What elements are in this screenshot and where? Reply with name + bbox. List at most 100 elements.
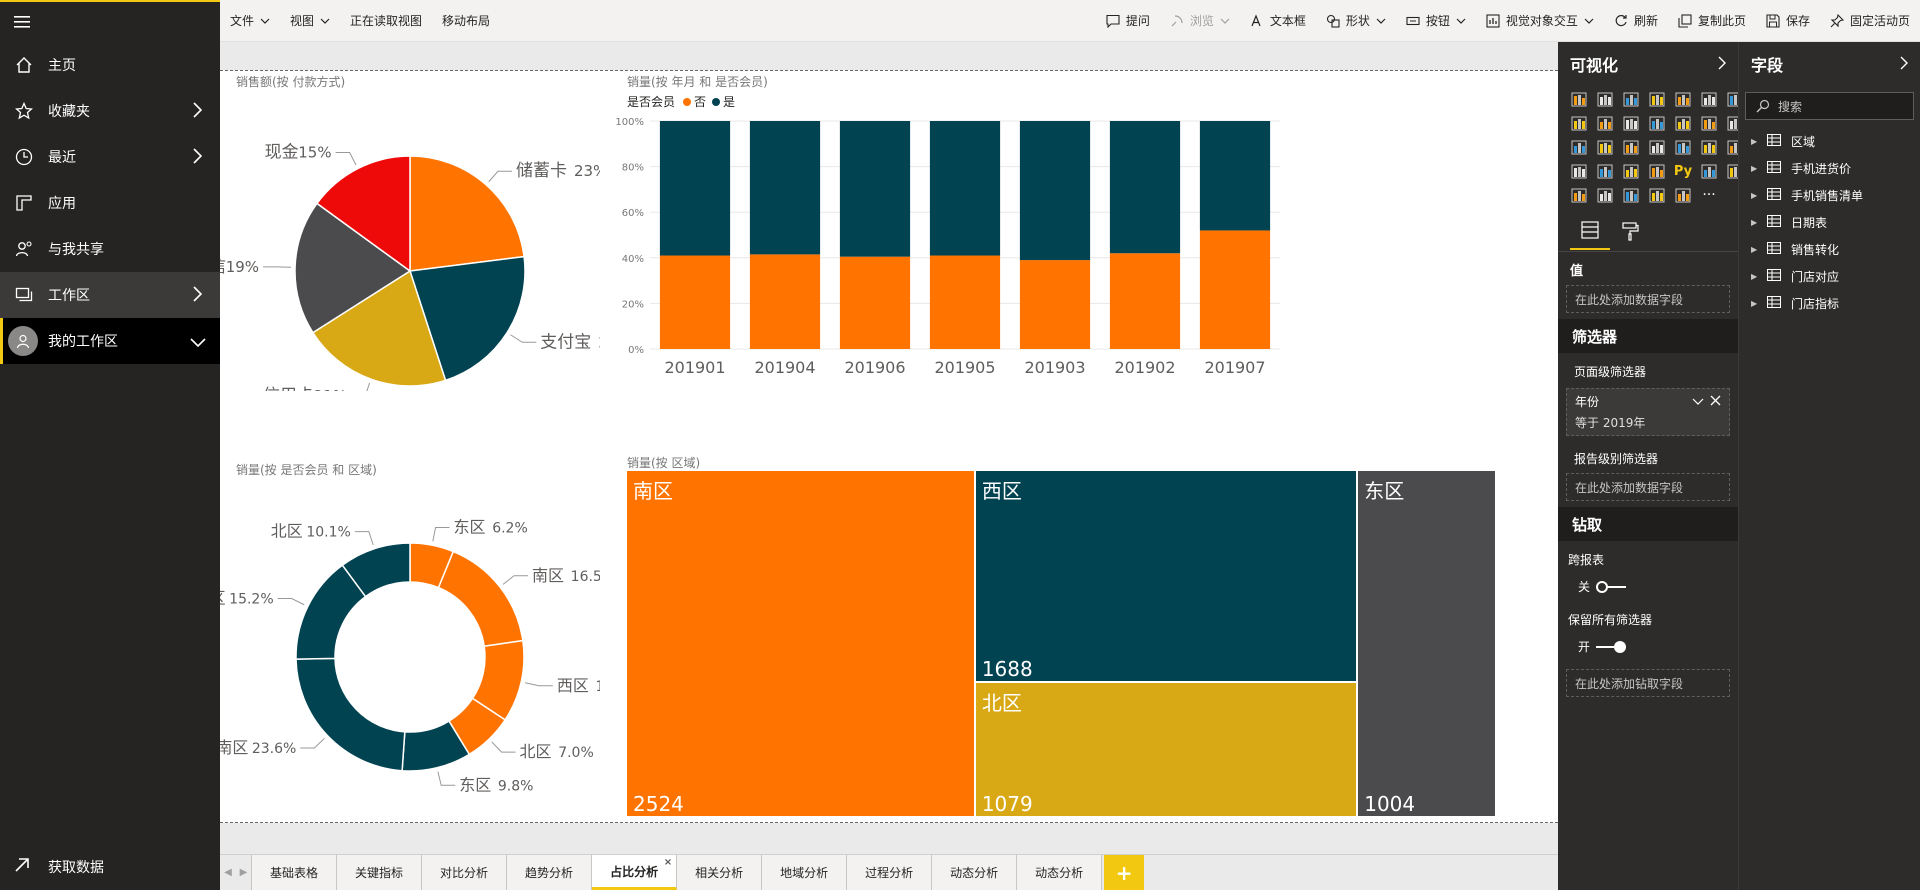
viz-pie-icon[interactable]: [1568, 136, 1590, 158]
viz-area-icon[interactable]: [1568, 112, 1590, 134]
textbox-button[interactable]: 文本框: [1240, 0, 1316, 42]
donut-chart-member-region[interactable]: 东区6.2%南区16.5%西区11.6%北区7.0%东区9.8%南区23.6%西…: [220, 479, 600, 799]
viz-r-visual-icon[interactable]: [1568, 184, 1590, 206]
close-tab-icon[interactable]: ×: [663, 857, 673, 868]
page-tab-1[interactable]: 关键指标: [337, 855, 423, 890]
viz-treemap-icon[interactable]: [1620, 136, 1642, 158]
viz-cloud-icon[interactable]: [1646, 184, 1668, 206]
viz-slicer-icon[interactable]: [1646, 160, 1668, 182]
buttons-button[interactable]: 按钮: [1396, 0, 1476, 42]
visual-interactions-button[interactable]: 视觉对象交互: [1476, 0, 1604, 42]
save-button[interactable]: 保存: [1756, 0, 1820, 42]
bar-segment-1[interactable]: [1019, 121, 1091, 261]
expand-arrow-icon[interactable]: ▶: [1751, 164, 1758, 173]
bar-segment-0[interactable]: [749, 254, 821, 349]
page-tab-8[interactable]: 动态分析: [932, 855, 1018, 890]
field-table-1[interactable]: ▶ 手机进货价: [1739, 155, 1920, 182]
bar-segment-1[interactable]: [749, 121, 821, 255]
page-tab-5[interactable]: 相关分析: [677, 855, 763, 890]
cross-report-toggle[interactable]: 关: [1558, 572, 1738, 601]
viz-line-column-icon[interactable]: [1620, 112, 1642, 134]
page-tab-9[interactable]: 动态分析: [1017, 855, 1103, 890]
viz-table-icon[interactable]: [1698, 160, 1720, 182]
viz-map-icon[interactable]: [1646, 136, 1668, 158]
viz-clustered-bar-icon[interactable]: [1620, 88, 1642, 110]
bar-segment-0[interactable]: [1109, 253, 1181, 349]
viz-stacked-area-icon[interactable]: [1594, 112, 1616, 134]
page-tab-6[interactable]: 地域分析: [762, 855, 848, 890]
mobile-layout-button[interactable]: 移动布局: [432, 0, 500, 42]
nav-item-shared[interactable]: 与我共享: [0, 226, 220, 272]
bar-segment-1[interactable]: [929, 121, 1001, 256]
page-tab-7[interactable]: 过程分析: [847, 855, 933, 890]
view-menu[interactable]: 视图: [280, 0, 340, 42]
filter-card-year[interactable]: 年份 等于 2019年: [1566, 388, 1730, 436]
hamburger-menu-button[interactable]: [0, 0, 220, 42]
drillthrough-drop-zone[interactable]: 在此处添加钻取字段: [1566, 669, 1730, 697]
viz-filled-map-icon[interactable]: [1672, 136, 1694, 158]
chevron-right-icon[interactable]: [1718, 55, 1726, 74]
treemap-tile-3[interactable]: 东区 1004: [1358, 471, 1495, 816]
expand-arrow-icon[interactable]: ▶: [1751, 299, 1758, 308]
viz-python-icon[interactable]: Py: [1673, 163, 1693, 179]
bar-segment-0[interactable]: [929, 255, 1001, 349]
file-menu[interactable]: 文件: [220, 0, 280, 42]
field-table-3[interactable]: ▶ 日期表: [1739, 209, 1920, 236]
bar-segment-1[interactable]: [839, 121, 911, 257]
viz-kpi-icon[interactable]: [1620, 160, 1642, 182]
slice-4[interactable]: [315, 155, 411, 273]
viz-100-bar-icon[interactable]: [1672, 88, 1694, 110]
slice-1[interactable]: [409, 255, 526, 382]
ask-question-button[interactable]: 提问: [1096, 0, 1160, 42]
refresh-button[interactable]: 刷新: [1604, 0, 1668, 42]
legend-yes[interactable]: 是: [723, 95, 736, 109]
bar-segment-0[interactable]: [1199, 230, 1271, 349]
treemap-tile-0[interactable]: 南区 2524: [627, 471, 974, 816]
viz-stacked-bar-icon[interactable]: [1568, 88, 1590, 110]
field-table-5[interactable]: ▶ 门店对应: [1739, 263, 1920, 290]
slice-0[interactable]: [409, 155, 525, 272]
expand-arrow-icon[interactable]: ▶: [1751, 191, 1758, 200]
pin-live-page-button[interactable]: 固定活动页: [1820, 0, 1920, 42]
duplicate-page-button[interactable]: 复制此页: [1668, 0, 1756, 42]
bar-segment-1[interactable]: [1109, 121, 1181, 254]
expand-arrow-icon[interactable]: ▶: [1751, 137, 1758, 146]
viz-waterfall-icon[interactable]: [1698, 112, 1720, 134]
values-drop-zone[interactable]: 在此处添加数据字段: [1566, 285, 1730, 313]
field-table-0[interactable]: ▶ 区域: [1739, 128, 1920, 155]
slice-1[interactable]: [437, 550, 524, 648]
nav-item-my-workspace[interactable]: 我的工作区: [0, 318, 220, 364]
nav-item-favorites[interactable]: 收藏夹: [0, 88, 220, 134]
viz-text-filter-icon[interactable]: [1672, 184, 1694, 206]
add-page-button[interactable]: +: [1104, 855, 1145, 890]
nav-item-home[interactable]: 主页: [0, 42, 220, 88]
treemap-tile-2[interactable]: 北区 1079: [975, 682, 1357, 816]
chevron-right-icon[interactable]: [1900, 55, 1908, 74]
shapes-button[interactable]: 形状: [1316, 0, 1396, 42]
report-filters-drop-zone[interactable]: 在此处添加数据字段: [1566, 473, 1730, 501]
fields-search-input[interactable]: 搜索: [1745, 92, 1914, 120]
expand-arrow-icon[interactable]: ▶: [1751, 245, 1758, 254]
close-icon[interactable]: [1710, 395, 1721, 409]
slice-5[interactable]: [295, 657, 406, 772]
nav-item-recent[interactable]: 最近: [0, 134, 220, 180]
slice-3[interactable]: [294, 202, 412, 334]
bar-segment-1[interactable]: [659, 121, 731, 256]
viz-ribbon-icon[interactable]: [1672, 112, 1694, 134]
slice-7[interactable]: [341, 542, 411, 598]
bar-segment-0[interactable]: [839, 256, 911, 349]
nav-item-apps[interactable]: 应用: [0, 180, 220, 226]
chevron-down-icon[interactable]: [1692, 395, 1704, 409]
treemap-region[interactable]: 南区 2524 西区 1688 北区 1079 东区 1004: [627, 471, 1497, 818]
viz-card-icon[interactable]: [1568, 160, 1590, 182]
field-table-2[interactable]: ▶ 手机销售清单: [1739, 182, 1920, 209]
field-table-6[interactable]: ▶ 门店指标: [1739, 290, 1920, 317]
bar-segment-1[interactable]: [1199, 121, 1271, 231]
reading-view-button[interactable]: 正在读取视图: [340, 0, 432, 42]
viz-more-icon[interactable]: ···: [1702, 187, 1716, 203]
treemap-tile-1[interactable]: 西区 1688: [975, 471, 1357, 681]
format-tab[interactable]: [1610, 216, 1650, 250]
fields-tab[interactable]: [1570, 216, 1610, 250]
page-tab-3[interactable]: 趋势分析: [507, 855, 593, 890]
